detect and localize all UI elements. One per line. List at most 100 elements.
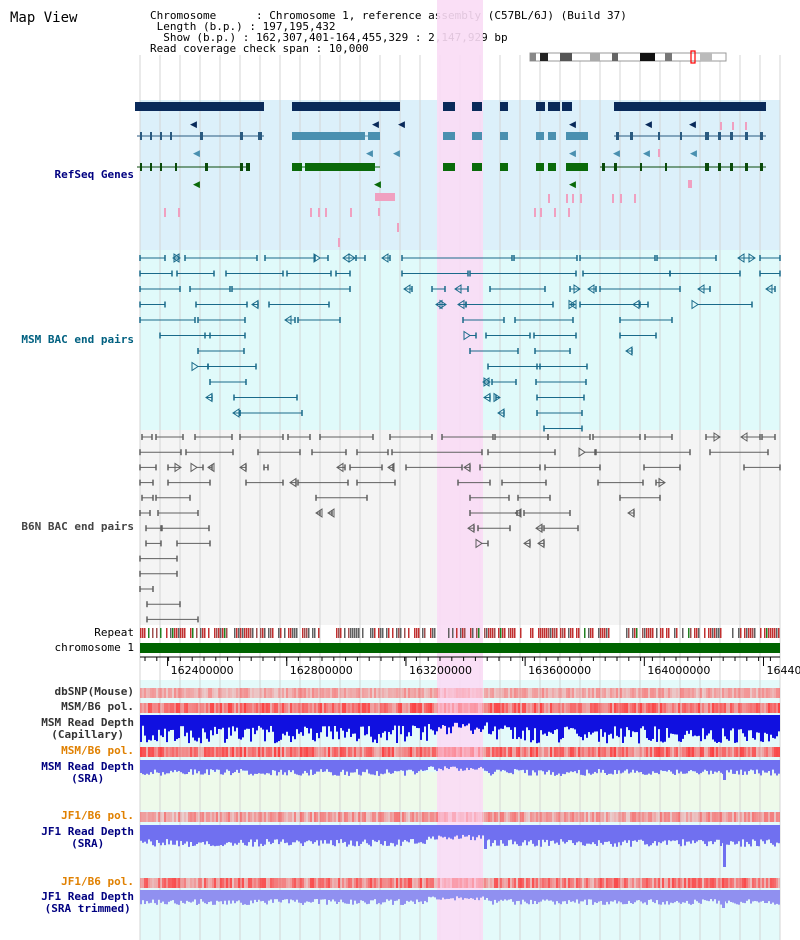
depth-bar: [266, 890, 268, 905]
heat-cell: [234, 878, 236, 888]
depth-bar: [466, 890, 468, 899]
heat-cell: [194, 688, 196, 698]
heat-cell: [694, 688, 696, 698]
heat-cell: [386, 747, 388, 757]
heat-cell: [570, 747, 572, 757]
label-jf1-read-depth-trim: JF1 Read Depth (SRA trimmed): [41, 891, 134, 915]
heat-cell: [264, 703, 266, 713]
heat-cell: [452, 747, 454, 757]
ideogram: [529, 52, 727, 62]
heat-cell: [658, 747, 660, 757]
depth-bar: [174, 825, 176, 845]
depth-bar: [706, 760, 708, 772]
depth-bar: [378, 825, 380, 841]
heat-cell: [190, 703, 192, 713]
depth-bar: [462, 760, 464, 771]
depth-bar: [736, 760, 738, 771]
heat-cell: [216, 878, 218, 888]
depth-bar: [750, 760, 752, 770]
heat-cell: [564, 688, 566, 698]
depth-bar: [286, 760, 288, 776]
depth-bar: [382, 890, 384, 903]
heat-cell: [510, 878, 512, 888]
heat-cell: [368, 812, 370, 822]
depth-bar: [706, 715, 708, 736]
bac-end-arrow: [387, 462, 395, 473]
heat-cell: [464, 747, 466, 757]
depth-bar: [472, 890, 474, 899]
heat-cell: [400, 747, 402, 757]
heat-cell: [514, 747, 516, 757]
heat-cell: [446, 812, 448, 822]
depth-bar: [618, 825, 620, 843]
heat-cell: [736, 703, 738, 713]
heat-cell: [304, 688, 306, 698]
heat-cell: [620, 812, 622, 822]
heat-cell: [332, 812, 334, 822]
depth-bar: [582, 825, 584, 846]
label-b6n-bac[interactable]: B6N BAC end pairs: [21, 521, 134, 533]
heat-cell: [222, 703, 224, 713]
heat-cell: [162, 703, 164, 713]
gene-block: [548, 163, 556, 171]
depth-bar: [738, 890, 740, 905]
depth-bar: [198, 890, 200, 904]
depth-bar: [210, 825, 212, 846]
depth-bar: [150, 890, 152, 903]
repeat-feature: [662, 628, 664, 638]
repeat-feature: [272, 628, 274, 638]
bac-end-arrow: [348, 253, 356, 263]
depth-bar: [316, 890, 318, 900]
bac-end-arrow: [315, 508, 323, 518]
heat-cell: [640, 747, 642, 757]
heat-cell: [284, 688, 286, 698]
repeat-feature: [208, 628, 210, 638]
heat-cell: [170, 812, 172, 822]
depth-bar: [452, 715, 454, 727]
heat-cell: [588, 878, 590, 888]
heat-cell: [442, 747, 444, 757]
depth-bar: [296, 760, 298, 775]
heat-cell: [602, 812, 604, 822]
depth-bar: [578, 715, 580, 737]
heat-cell: [274, 812, 276, 822]
depth-bar: [652, 760, 654, 772]
heat-cell: [478, 747, 480, 757]
depth-bar: [650, 760, 652, 775]
heat-cell: [404, 747, 406, 757]
heat-cell: [336, 747, 338, 757]
heat-cell: [560, 688, 562, 698]
label-msm-bac[interactable]: MSM BAC end pairs: [21, 334, 134, 346]
depth-bar: [274, 715, 276, 744]
depth-bar: [204, 760, 206, 774]
jf1-b6-pol-1-text: JF1/B6 pol.: [61, 809, 134, 822]
heat-cell: [232, 747, 234, 757]
heat-cell: [274, 688, 276, 698]
depth-bar: [140, 760, 142, 773]
depth-bar: [156, 715, 158, 742]
depth-bar: [750, 825, 752, 847]
depth-bar: [460, 760, 462, 769]
depth-bar: [166, 890, 168, 905]
heat-cell: [524, 688, 526, 698]
heat-cell: [516, 747, 518, 757]
heat-cell: [752, 747, 754, 757]
heat-cell: [444, 747, 446, 757]
heat-cell: [764, 747, 766, 757]
label-refseq-genes[interactable]: RefSeq Genes: [55, 169, 134, 181]
depth-bar: [642, 715, 644, 727]
heat-cell: [430, 747, 432, 757]
depth-bar: [460, 890, 462, 898]
depth-bar: [328, 890, 330, 900]
heat-cell: [154, 812, 156, 822]
depth-bar: [732, 825, 734, 842]
depth-bar: [246, 825, 248, 846]
depth-bar: [530, 760, 532, 776]
heat-cell: [608, 703, 610, 713]
heat-cell: [610, 812, 612, 822]
depth-bar: [740, 890, 742, 902]
depth-bar: [320, 825, 322, 841]
heat-cell: [766, 747, 768, 757]
heat-cell: [766, 703, 768, 713]
